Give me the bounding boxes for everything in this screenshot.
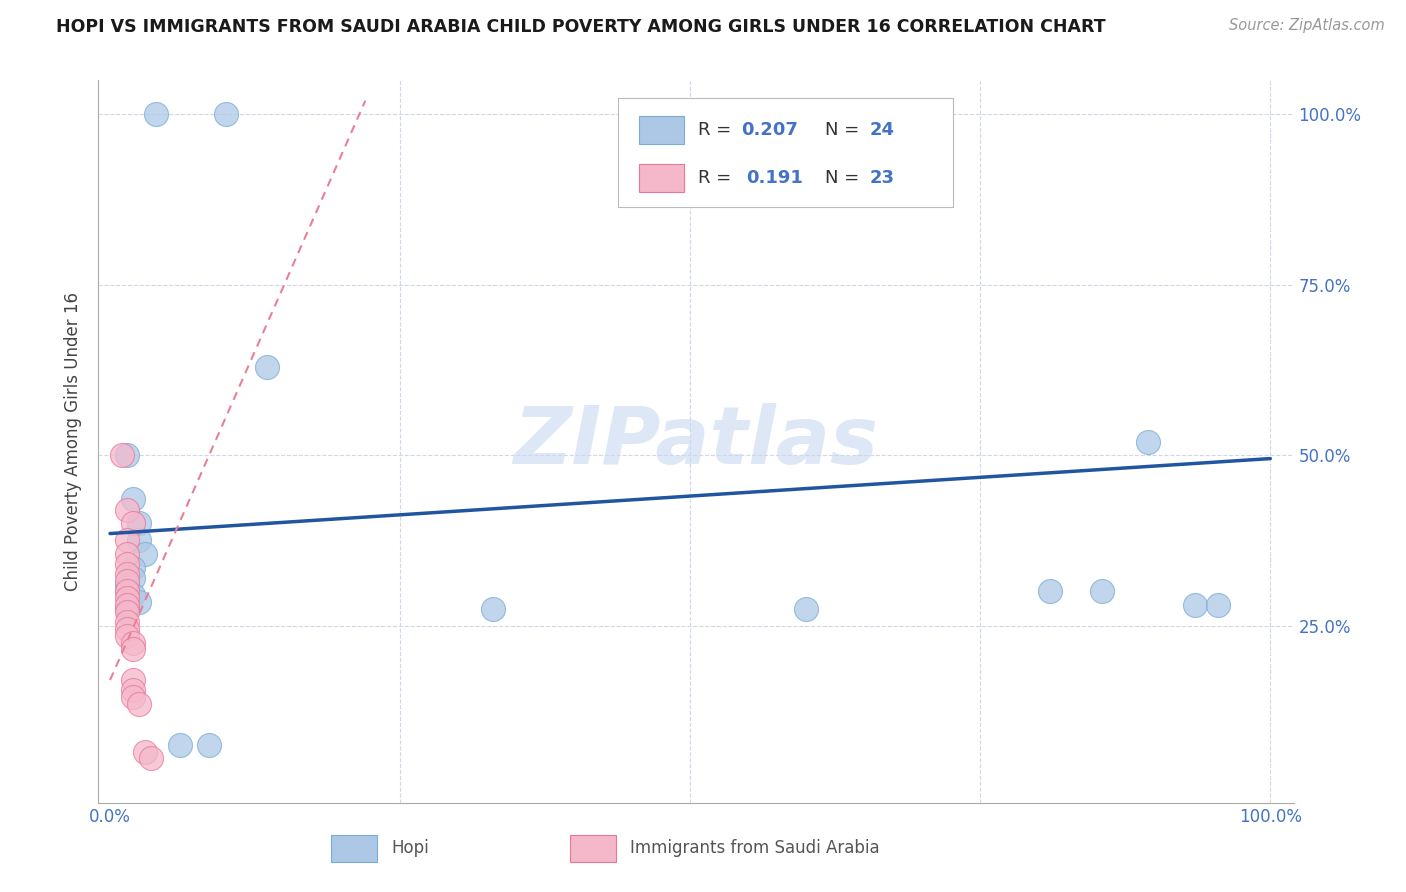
Point bbox=[1039, 584, 1062, 599]
Point bbox=[1206, 598, 1229, 612]
Point bbox=[122, 683, 145, 698]
Point bbox=[1137, 434, 1160, 449]
Text: Source: ZipAtlas.com: Source: ZipAtlas.com bbox=[1229, 18, 1385, 33]
Y-axis label: Child Poverty Among Girls Under 16: Child Poverty Among Girls Under 16 bbox=[65, 292, 83, 591]
Point bbox=[122, 560, 145, 574]
Point bbox=[1184, 598, 1206, 612]
Point bbox=[122, 588, 145, 602]
Point bbox=[122, 571, 145, 585]
Point bbox=[134, 745, 156, 759]
Point bbox=[117, 448, 139, 462]
Text: R =: R = bbox=[699, 120, 737, 139]
Point bbox=[128, 595, 150, 609]
Point bbox=[117, 598, 139, 612]
Point bbox=[117, 577, 139, 591]
Point bbox=[117, 622, 139, 636]
Text: Immigrants from Saudi Arabia: Immigrants from Saudi Arabia bbox=[630, 839, 880, 857]
Point bbox=[128, 533, 150, 548]
Point bbox=[256, 359, 278, 374]
Point bbox=[117, 591, 139, 606]
Text: 0.191: 0.191 bbox=[747, 169, 803, 186]
Point bbox=[117, 547, 139, 561]
Point bbox=[117, 584, 139, 599]
Bar bbox=[571, 835, 616, 862]
Point bbox=[117, 558, 139, 572]
Point bbox=[117, 533, 139, 548]
Point bbox=[111, 448, 134, 462]
Point bbox=[197, 738, 219, 752]
Point bbox=[117, 502, 139, 516]
Point bbox=[117, 615, 139, 630]
Bar bbox=[332, 835, 377, 862]
Point bbox=[1091, 584, 1114, 599]
Point bbox=[117, 574, 139, 589]
Point bbox=[117, 584, 139, 599]
Text: ZIPatlas: ZIPatlas bbox=[513, 402, 879, 481]
Text: HOPI VS IMMIGRANTS FROM SAUDI ARABIA CHILD POVERTY AMONG GIRLS UNDER 16 CORRELAT: HOPI VS IMMIGRANTS FROM SAUDI ARABIA CHI… bbox=[56, 18, 1107, 36]
Text: R =: R = bbox=[699, 169, 744, 186]
Point bbox=[117, 567, 139, 582]
Point bbox=[122, 642, 145, 657]
Point bbox=[169, 738, 191, 752]
Point bbox=[122, 635, 145, 649]
Text: Hopi: Hopi bbox=[391, 839, 429, 857]
Point bbox=[215, 107, 238, 121]
Point bbox=[128, 516, 150, 531]
Text: N =: N = bbox=[825, 120, 865, 139]
Point bbox=[122, 673, 145, 687]
Point bbox=[145, 107, 167, 121]
Point bbox=[128, 697, 150, 711]
Point bbox=[139, 751, 162, 765]
FancyBboxPatch shape bbox=[619, 98, 953, 207]
Bar bbox=[638, 164, 685, 192]
Point bbox=[122, 492, 145, 507]
Point bbox=[117, 601, 139, 615]
Text: N =: N = bbox=[825, 169, 865, 186]
Point bbox=[482, 601, 505, 615]
Point bbox=[117, 629, 139, 643]
Point bbox=[794, 601, 817, 615]
Point bbox=[122, 690, 145, 705]
Point bbox=[134, 547, 156, 561]
Text: 23: 23 bbox=[869, 169, 894, 186]
Point bbox=[117, 605, 139, 619]
Point bbox=[122, 516, 145, 531]
Bar bbox=[638, 116, 685, 144]
Text: 0.207: 0.207 bbox=[741, 120, 799, 139]
Text: 24: 24 bbox=[869, 120, 894, 139]
